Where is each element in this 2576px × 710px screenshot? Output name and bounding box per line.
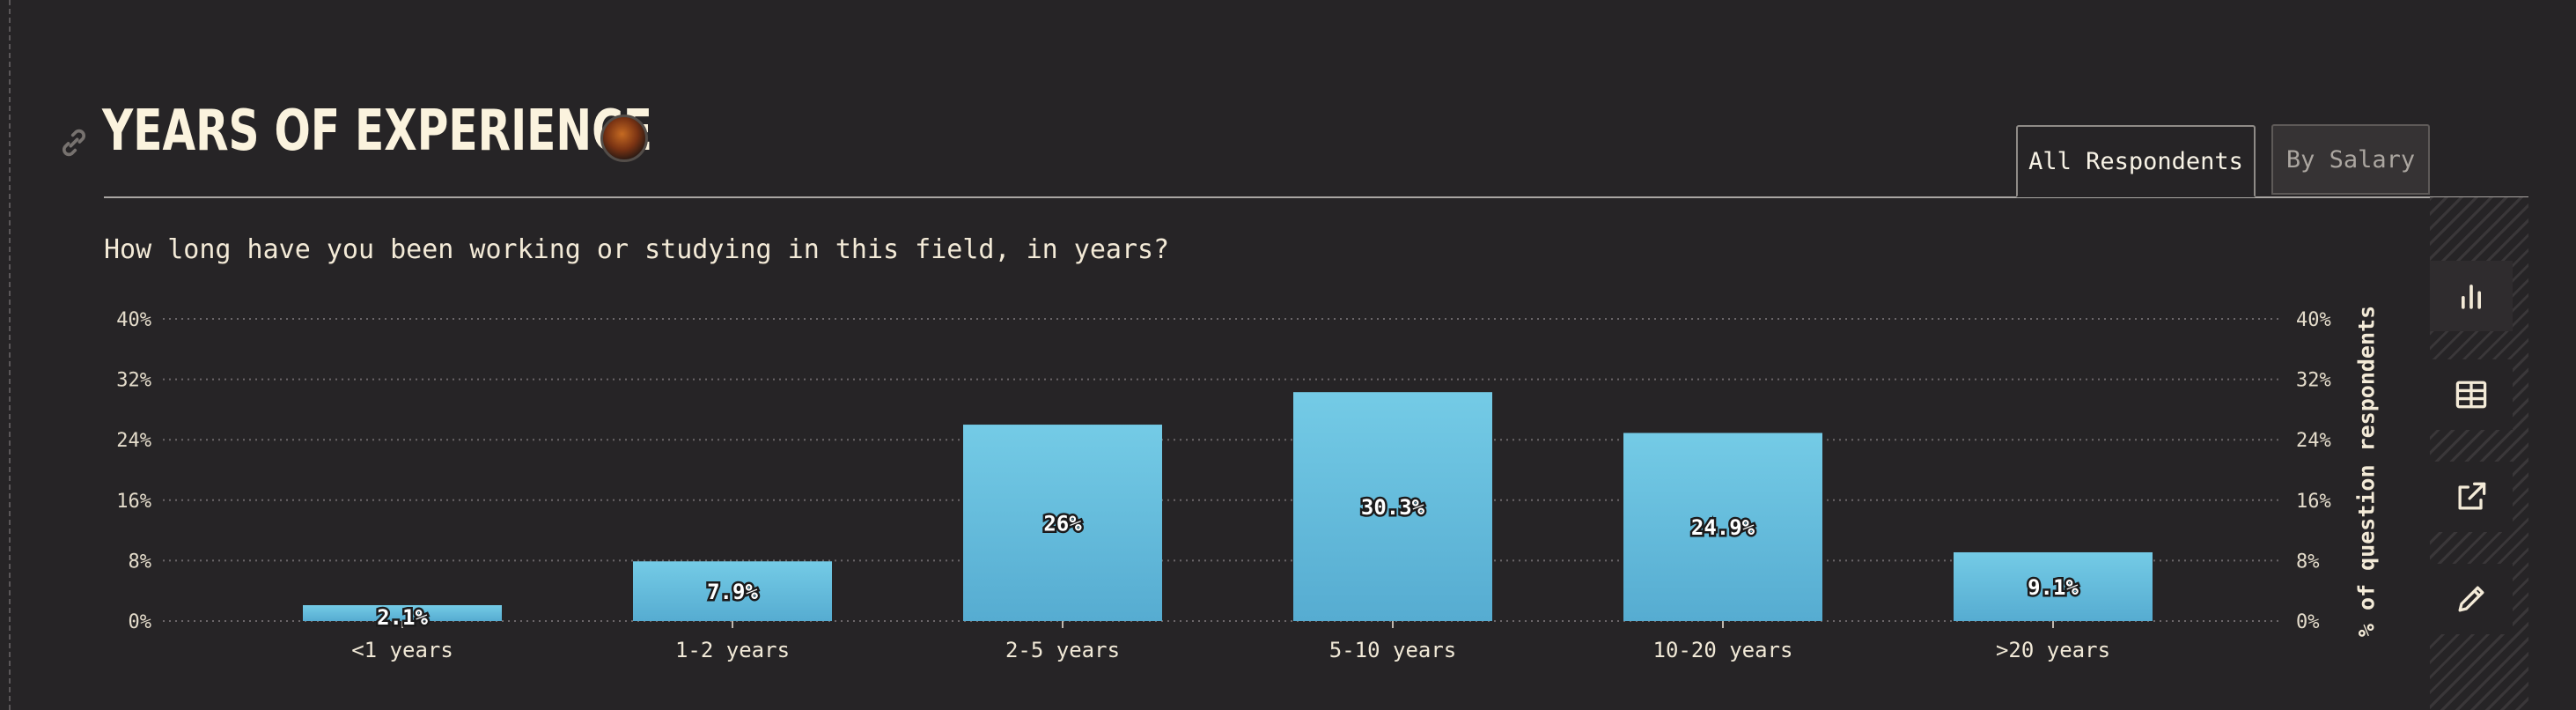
section-divider xyxy=(9,0,11,710)
bar[interactable] xyxy=(633,561,832,621)
y-tick-label-right: 40% xyxy=(2296,309,2331,331)
bar[interactable] xyxy=(1623,433,1822,621)
y-tick-label-right: 8% xyxy=(2296,551,2320,573)
y-tick-label-right: 0% xyxy=(2296,611,2320,633)
share-icon xyxy=(2458,482,2486,510)
bar-chart-icon xyxy=(2462,285,2481,309)
bar[interactable] xyxy=(1954,551,2153,621)
bar-value-label: 26% xyxy=(1043,512,1082,536)
bar-value-label: 24.9% xyxy=(1691,515,1755,540)
y-tick-label-left: 16% xyxy=(116,491,151,513)
y-tick-label-left: 40% xyxy=(116,309,151,331)
y-tick-label-left: 8% xyxy=(129,551,152,573)
tab-all-respondents[interactable]: All Respondents xyxy=(2016,125,2256,197)
y-tick-label-left: 0% xyxy=(129,611,152,633)
x-tick-label: <1 years xyxy=(351,638,453,662)
header-divider xyxy=(104,196,2528,198)
question-text: How long have you been working or studyi… xyxy=(104,234,1170,265)
y-tick-label-left: 32% xyxy=(116,370,151,392)
x-tick-label: 10-20 years xyxy=(1653,638,1793,662)
x-tick-label: >20 years xyxy=(1996,638,2110,662)
y-tick-label-right: 24% xyxy=(2296,430,2331,452)
tab-by-salary[interactable]: By Salary xyxy=(2271,124,2430,195)
y-tick-label-left: 24% xyxy=(116,430,151,452)
bar-value-label: 30.3% xyxy=(1361,495,1425,520)
edit-button[interactable] xyxy=(2430,564,2513,634)
bar-value-label: 2.1% xyxy=(377,605,428,630)
bar[interactable] xyxy=(1293,392,1492,621)
bar[interactable] xyxy=(303,604,502,621)
x-tick-label: 2-5 years xyxy=(1005,638,1120,662)
chart-view-button[interactable] xyxy=(2430,261,2513,331)
edit-icon xyxy=(2458,586,2484,612)
section-title: YEARS OF EXPERIENCE xyxy=(102,99,653,164)
avatar[interactable] xyxy=(600,115,648,162)
table-view-button[interactable] xyxy=(2430,359,2513,430)
link-icon[interactable] xyxy=(55,123,93,162)
table-icon xyxy=(2455,381,2487,409)
bar-value-label: 9.1% xyxy=(2028,575,2079,600)
x-tick-label: 1-2 years xyxy=(675,638,790,662)
bar[interactable] xyxy=(963,425,1162,621)
share-button[interactable] xyxy=(2430,462,2513,532)
y-tick-label-right: 16% xyxy=(2296,491,2331,513)
y-axis-title: % of question respondents xyxy=(2353,305,2380,638)
chart-toolbar xyxy=(2430,197,2528,710)
y-tick-label-right: 32% xyxy=(2296,370,2331,392)
bar-value-label: 7.9% xyxy=(707,580,758,604)
x-tick-label: 5-10 years xyxy=(1329,638,1457,662)
